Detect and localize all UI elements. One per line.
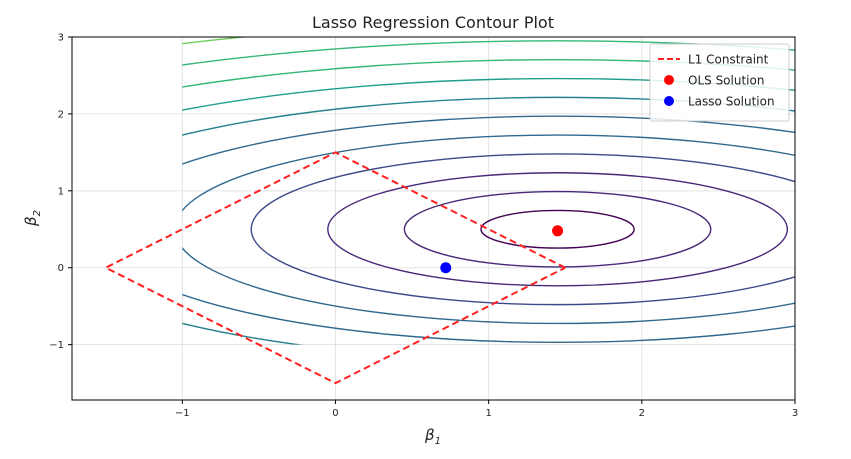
y-axis-label-subscript: 2 <box>32 210 43 216</box>
legend-swatch-dot <box>664 75 674 85</box>
contour-line <box>250 153 795 306</box>
legend: L1 Constraint OLS Solution Lasso Solution <box>649 43 790 122</box>
x-axis-label: β1 <box>424 426 441 447</box>
legend-label: L1 Constraint <box>688 53 769 67</box>
ols-solution-point <box>552 225 564 237</box>
y-axis-label: β2 <box>22 210 43 227</box>
x-tick-label: 2 <box>639 408 645 419</box>
contour-line <box>182 134 795 325</box>
axis-ticks: −1 0 1 2 3 −1 0 1 2 3 <box>49 33 798 420</box>
y-tick-label: 1 <box>58 186 64 197</box>
y-tick-label: −1 <box>49 340 64 351</box>
contour-line <box>480 209 635 249</box>
lasso-solution-point <box>440 262 452 274</box>
y-tick-label: 3 <box>58 33 64 44</box>
y-tick-label: 2 <box>58 109 64 120</box>
legend-swatch-dot <box>664 96 674 106</box>
x-tick-label: 0 <box>332 408 338 419</box>
x-axis-label-subscript: 1 <box>435 436 441 447</box>
x-tick-label: 3 <box>792 408 798 419</box>
contour-line <box>182 77 795 111</box>
contour-line <box>327 172 789 287</box>
x-tick-label: −1 <box>175 408 190 419</box>
contour-line <box>182 59 795 88</box>
contour-line <box>182 40 795 66</box>
legend-label: Lasso Solution <box>688 95 775 109</box>
plot-frame <box>71 36 796 401</box>
legend-label: OLS Solution <box>688 74 764 88</box>
l1-constraint-line <box>103 151 566 385</box>
contour-line <box>182 96 795 345</box>
legend-box <box>649 43 790 122</box>
contour-line <box>182 115 795 343</box>
chart-title: Lasso Regression Contour Plot <box>312 13 554 32</box>
x-tick-label: 1 <box>485 408 491 419</box>
y-tick-label: 0 <box>58 263 64 274</box>
contour-line <box>403 190 712 268</box>
data-series <box>103 151 566 385</box>
